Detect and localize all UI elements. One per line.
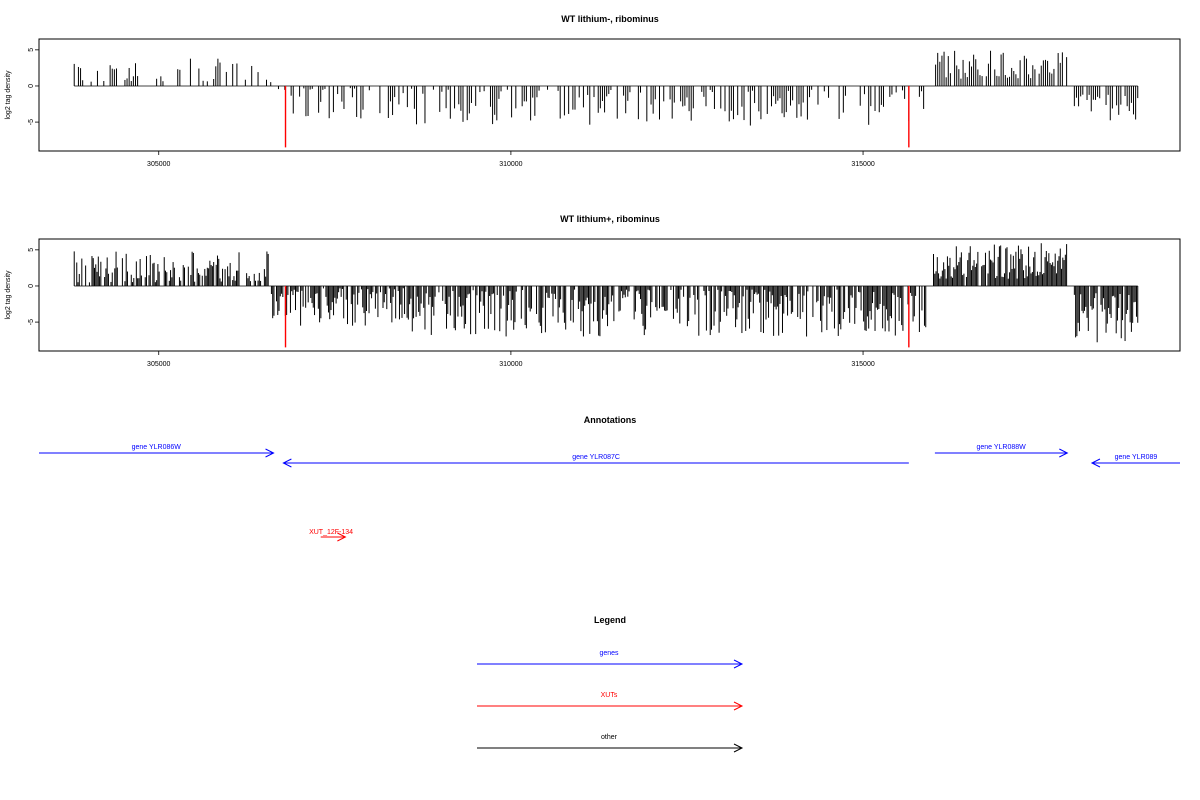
x-axis: 305000 310000 315000 [147, 351, 875, 368]
feature-arrowhead [733, 659, 744, 669]
panel-title: WT lithium+, ribominus [560, 214, 660, 224]
x-tick-label: 315000 [851, 361, 874, 368]
feature-arrowhead [337, 532, 347, 542]
xut-label: XUT_12F-134 [309, 529, 353, 536]
legend-title: Legend [594, 615, 626, 625]
plot-frame [38, 38, 1181, 152]
highlight-bars [284, 85, 910, 148]
y-tick-label: 0 [28, 284, 35, 288]
y-tick-label: 0 [28, 84, 35, 88]
legend: Legend genes XUTs other [477, 615, 744, 753]
gene-feature: gene YLR088W [934, 444, 1069, 458]
gene-label: gene YLR089 [1115, 454, 1158, 461]
coverage-bars [73, 243, 1139, 343]
coverage-panel-lithium-minus: WT lithium-, ribominus log2 tag density … [5, 14, 1181, 168]
legend-item: XUTs [477, 692, 744, 711]
gene-feature: gene YLR086W [39, 444, 275, 458]
coverage-panel-lithium-plus: WT lithium+, ribominus log2 tag density … [5, 214, 1181, 368]
gene-feature: gene YLR087C [282, 454, 909, 468]
legend-item: genes [477, 650, 744, 669]
feature-arrowhead [733, 743, 744, 753]
y-tick-label: 5 [28, 248, 35, 252]
y-axis-label: log2 tag density [5, 70, 12, 120]
feature-arrowhead [1090, 458, 1101, 468]
x-axis: 305000 310000 315000 [147, 151, 875, 168]
x-tick-label: 305000 [147, 361, 170, 368]
feature-arrowhead [282, 458, 292, 468]
gene-features: gene YLR086W gene YLR087C gene YLR088W gene… [39, 444, 1180, 468]
panel-title: WT lithium-, ribominus [561, 14, 659, 24]
xut-feature: XUT_12F-134 [309, 529, 353, 542]
xut-features: XUT_12F-134 [309, 529, 353, 542]
y-axis: 5 0 -5 [28, 48, 39, 125]
y-tick-label: -5 [28, 319, 35, 325]
gene-label: gene YLR088W [976, 444, 1026, 451]
x-tick-label: 305000 [147, 161, 170, 168]
legend-label: genes [599, 650, 619, 657]
gene-label: gene YLR086W [132, 444, 182, 451]
gene-feature: gene YLR089 [1090, 454, 1180, 468]
y-tick-label: -5 [28, 119, 35, 125]
highlight-bars [284, 285, 910, 348]
feature-arrowhead [1059, 448, 1069, 458]
feature-arrowhead [733, 701, 744, 711]
legend-label: XUTs [601, 692, 618, 699]
annotations-title: Annotations [584, 415, 637, 425]
y-axis-label: log2 tag density [5, 270, 12, 320]
feature-arrowhead [265, 448, 275, 458]
y-tick-label: 5 [28, 48, 35, 52]
legend-label: other [601, 734, 618, 741]
x-tick-label: 315000 [851, 161, 874, 168]
plot-frame [38, 238, 1181, 352]
legend-items: genes XUTs other [477, 650, 744, 753]
legend-item: other [477, 734, 744, 753]
gene-label: gene YLR087C [572, 454, 620, 461]
y-axis: 5 0 -5 [28, 248, 39, 325]
x-tick-label: 310000 [499, 361, 522, 368]
coverage-bars [73, 50, 1139, 126]
x-tick-label: 310000 [499, 161, 522, 168]
